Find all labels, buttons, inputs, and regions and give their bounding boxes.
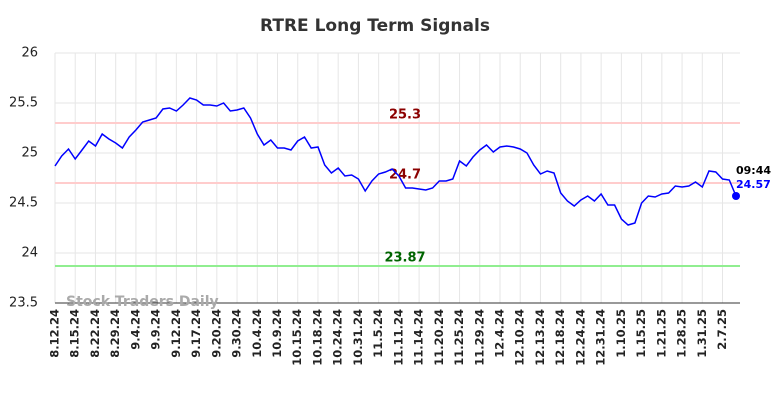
x-tick-label: 8.29.24 xyxy=(108,309,122,358)
x-tick-label: 12.10.24 xyxy=(513,309,527,366)
x-tick-label: 11.20.24 xyxy=(432,309,446,366)
x-tick-label: 10.4.24 xyxy=(250,309,264,358)
x-tick-label: 10.15.24 xyxy=(290,309,304,366)
reference-label: 24.7 xyxy=(389,168,421,183)
x-tick-label: 11.29.24 xyxy=(472,309,486,366)
x-tick-label: 9.17.24 xyxy=(189,309,203,358)
y-tick-label: 24.5 xyxy=(9,196,38,211)
y-tick-label: 23.5 xyxy=(9,296,38,311)
x-tick-label: 1.15.25 xyxy=(634,309,648,358)
x-tick-label: 10.18.24 xyxy=(310,309,324,366)
x-tick-label: 12.24.24 xyxy=(573,309,587,366)
x-tick-label: 9.9.24 xyxy=(149,309,163,350)
x-tick-label: 9.12.24 xyxy=(169,309,183,358)
x-tick-label: 1.21.25 xyxy=(654,309,668,358)
reference-label: 25.3 xyxy=(389,108,421,123)
x-tick-label: 2.7.25 xyxy=(715,309,729,350)
y-tick-label: 26 xyxy=(21,46,38,61)
price-line xyxy=(54,97,737,226)
x-tick-label: 11.11.24 xyxy=(391,309,405,366)
x-tick-label: 1.28.25 xyxy=(675,309,689,358)
last-point xyxy=(732,192,740,200)
last-time: 09:44 xyxy=(736,164,771,177)
x-tick-label: 1.10.25 xyxy=(614,309,628,358)
x-tick-label: 10.9.24 xyxy=(270,309,284,358)
x-tick-label: 9.20.24 xyxy=(209,309,223,358)
last-value: 24.57 xyxy=(736,178,771,191)
x-tick-label: 8.22.24 xyxy=(88,309,102,358)
watermark: Stock Traders Daily xyxy=(66,294,219,310)
x-tick-label: 8.15.24 xyxy=(68,309,82,358)
chart-title: RTRE Long Term Signals xyxy=(260,16,490,36)
x-tick-label: 11.25.24 xyxy=(452,309,466,366)
y-tick-label: 25.5 xyxy=(9,96,38,111)
x-tick-label: 9.30.24 xyxy=(230,309,244,358)
x-tick-label: 12.31.24 xyxy=(594,309,608,366)
y-tick-label: 24 xyxy=(21,246,38,261)
x-tick-label: 11.5.24 xyxy=(371,309,385,358)
x-tick-label: 12.13.24 xyxy=(533,309,547,366)
x-tick-label: 8.12.24 xyxy=(48,309,62,358)
x-tick-label: 10.31.24 xyxy=(351,309,365,366)
x-tick-label: 11.14.24 xyxy=(412,309,426,366)
x-tick-label: 1.31.25 xyxy=(695,309,709,358)
x-tick-label: 9.4.24 xyxy=(128,309,142,350)
x-tick-label: 12.4.24 xyxy=(493,309,507,358)
y-tick-label: 25 xyxy=(21,146,38,161)
x-tick-label: 10.24.24 xyxy=(331,309,345,366)
x-tick-label: 12.18.24 xyxy=(553,309,567,366)
reference-label: 23.87 xyxy=(384,251,425,266)
